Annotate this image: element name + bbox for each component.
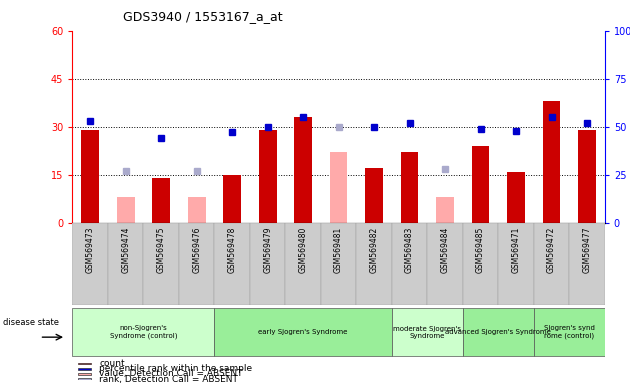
- Text: GSM569473: GSM569473: [86, 227, 94, 273]
- Bar: [578, 130, 596, 223]
- FancyBboxPatch shape: [463, 308, 534, 356]
- Text: GDS3940 / 1553167_a_at: GDS3940 / 1553167_a_at: [123, 10, 282, 23]
- Bar: [498, 223, 534, 305]
- Text: GSM569471: GSM569471: [512, 227, 520, 273]
- Bar: [179, 223, 214, 305]
- Bar: [144, 223, 179, 305]
- Bar: [463, 223, 498, 305]
- Text: GSM569472: GSM569472: [547, 227, 556, 273]
- Bar: [542, 101, 561, 223]
- Bar: [570, 223, 605, 305]
- Text: rank, Detection Call = ABSENT: rank, Detection Call = ABSENT: [99, 375, 238, 384]
- Bar: [534, 223, 570, 305]
- Bar: [77, 368, 91, 369]
- Text: Sjogren's synd
rome (control): Sjogren's synd rome (control): [544, 325, 595, 339]
- Bar: [152, 178, 170, 223]
- Bar: [72, 223, 108, 305]
- Text: GSM569474: GSM569474: [121, 227, 130, 273]
- Bar: [365, 168, 383, 223]
- FancyBboxPatch shape: [214, 308, 392, 356]
- Text: GSM569475: GSM569475: [157, 227, 166, 273]
- Text: advanced Sjogren's Syndrome: advanced Sjogren's Syndrome: [445, 329, 551, 335]
- Bar: [507, 172, 525, 223]
- Bar: [321, 223, 357, 305]
- Bar: [81, 130, 99, 223]
- Bar: [259, 130, 277, 223]
- Text: GSM569485: GSM569485: [476, 227, 485, 273]
- Text: GSM569480: GSM569480: [299, 227, 307, 273]
- Bar: [392, 223, 427, 305]
- Bar: [357, 223, 392, 305]
- Text: non-Sjogren's
Syndrome (control): non-Sjogren's Syndrome (control): [110, 325, 177, 339]
- Text: early Sjogren's Syndrome: early Sjogren's Syndrome: [258, 329, 348, 335]
- Bar: [250, 223, 285, 305]
- Text: moderate Sjogren's
Syndrome: moderate Sjogren's Syndrome: [393, 326, 461, 339]
- Text: GSM569479: GSM569479: [263, 227, 272, 273]
- FancyBboxPatch shape: [72, 308, 214, 356]
- Text: GSM569484: GSM569484: [440, 227, 450, 273]
- Text: count: count: [99, 359, 125, 368]
- Bar: [77, 378, 91, 380]
- Bar: [117, 197, 135, 223]
- FancyBboxPatch shape: [392, 308, 463, 356]
- Bar: [427, 223, 463, 305]
- Bar: [214, 223, 250, 305]
- Bar: [77, 362, 91, 364]
- Bar: [77, 373, 91, 375]
- Text: value, Detection Call = ABSENT: value, Detection Call = ABSENT: [99, 369, 243, 378]
- Bar: [401, 152, 418, 223]
- Text: GSM569482: GSM569482: [370, 227, 379, 273]
- Bar: [329, 152, 348, 223]
- Text: percentile rank within the sample: percentile rank within the sample: [99, 364, 252, 373]
- Bar: [223, 175, 241, 223]
- Text: disease state: disease state: [3, 318, 59, 327]
- Text: GSM569477: GSM569477: [583, 227, 592, 273]
- Bar: [472, 146, 490, 223]
- Text: GSM569476: GSM569476: [192, 227, 201, 273]
- FancyBboxPatch shape: [534, 308, 605, 356]
- Text: GSM569483: GSM569483: [405, 227, 414, 273]
- Bar: [188, 197, 205, 223]
- Bar: [436, 197, 454, 223]
- Text: GSM569481: GSM569481: [334, 227, 343, 273]
- Text: GSM569478: GSM569478: [227, 227, 237, 273]
- Bar: [285, 223, 321, 305]
- Bar: [108, 223, 144, 305]
- Bar: [294, 117, 312, 223]
